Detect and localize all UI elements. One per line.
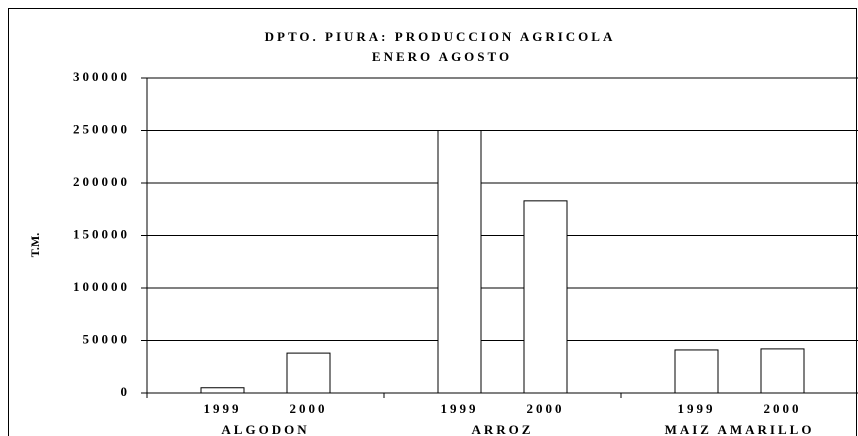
y-tick-label: 150000 (73, 226, 130, 241)
y-tick-label: 50000 (83, 331, 131, 346)
x-tick-label: 2000 (290, 401, 328, 416)
bar (760, 348, 805, 394)
bar (437, 130, 482, 394)
category-label: ALGODON (221, 422, 309, 436)
category-label: MAIZ AMARILLO (665, 422, 815, 436)
x-tick-label: 2000 (527, 401, 565, 416)
y-tick-label: 0 (121, 384, 131, 399)
bar (200, 387, 245, 394)
chart-frame (8, 8, 857, 436)
y-tick-label: 300000 (73, 69, 130, 84)
bar (523, 200, 568, 394)
x-tick-label: 1999 (441, 401, 479, 416)
x-tick-label: 1999 (204, 401, 242, 416)
x-tick-label: 2000 (764, 401, 802, 416)
bar (674, 349, 719, 394)
y-tick-label: 100000 (73, 279, 130, 294)
bar (286, 352, 331, 394)
category-label: ARROZ (472, 422, 534, 436)
x-tick-label: 1999 (678, 401, 716, 416)
chart-subtitle: ENERO AGOSTO (372, 49, 512, 64)
chart-title: DPTO. PIURA: PRODUCCION AGRICOLA (265, 29, 616, 44)
y-axis-label: T.M. (28, 233, 42, 257)
y-tick-label: 250000 (73, 121, 130, 136)
y-tick-label: 200000 (73, 174, 130, 189)
